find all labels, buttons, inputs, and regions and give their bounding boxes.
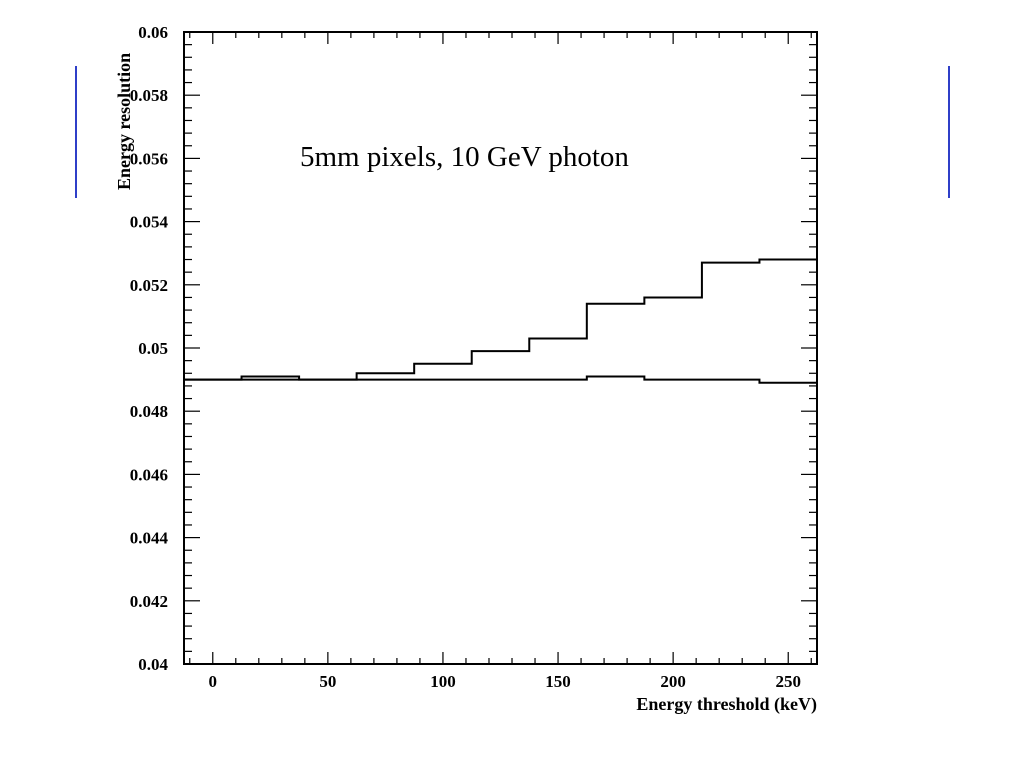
x-axis-title: Energy threshold (keV): [636, 694, 817, 715]
series-1-step-line: [184, 258, 817, 381]
plot-frame: [183, 31, 818, 665]
x-tick-label: 100: [430, 672, 456, 691]
x-tick-label: 50: [319, 672, 336, 691]
y-tick-label: 0.052: [130, 276, 168, 295]
tick-labels: 0 50 100 150 200 250 0.04 0.042 0.044 0.046 0.048 0…: [130, 23, 801, 691]
x-tick-label: 0: [209, 672, 218, 691]
series-layer: [184, 258, 817, 384]
y-tick-label: 0.06: [138, 23, 168, 42]
left-accent-bar: [75, 66, 77, 198]
axis-ticks: [184, 31, 817, 665]
y-axis-title: Energy resolution: [114, 53, 134, 190]
y-tick-label: 0.05: [138, 339, 168, 358]
y-tick-label: 0.054: [130, 213, 169, 232]
y-tick-label: 0.044: [130, 529, 169, 548]
y-tick-label: 0.048: [130, 402, 168, 421]
series-2-step-line: [184, 375, 817, 384]
x-tick-label: 150: [545, 672, 571, 691]
y-tick-label: 0.042: [130, 592, 168, 611]
y-tick-label: 0.046: [130, 465, 168, 484]
y-tick-label: 0.04: [138, 655, 168, 674]
x-tick-label: 200: [660, 672, 686, 691]
y-tick-label: 0.056: [130, 149, 168, 168]
chart-annotation: 5mm pixels, 10 GeV photon: [300, 141, 629, 173]
x-tick-label: 250: [775, 672, 801, 691]
y-tick-label: 0.058: [130, 86, 168, 105]
right-accent-bar: [948, 66, 950, 198]
